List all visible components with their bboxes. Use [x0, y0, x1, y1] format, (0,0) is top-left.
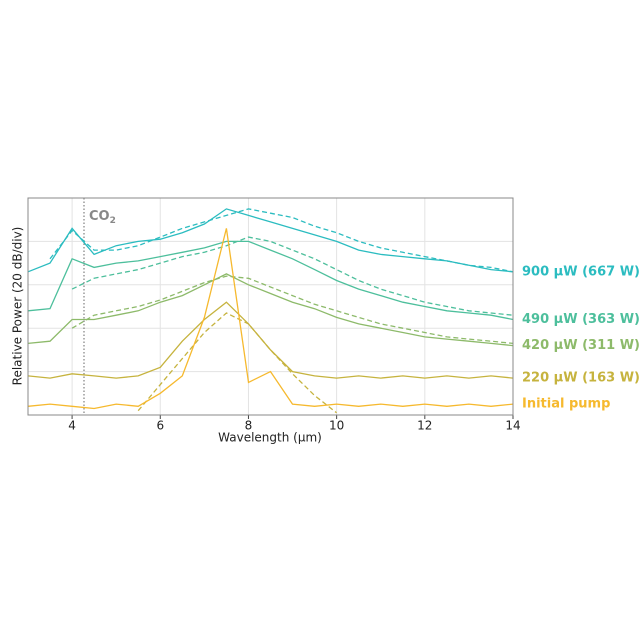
x-tick-label: 4 — [68, 419, 76, 433]
x-tick-label: 10 — [329, 419, 344, 433]
legend-label: 900 μW (667 W) — [522, 264, 640, 279]
legend-label: 420 μW (311 W) — [522, 338, 640, 353]
x-tick-label: 8 — [245, 419, 253, 433]
annotation: CO2 — [89, 209, 116, 226]
series-line — [27, 240, 514, 321]
x-tick-label: 6 — [156, 419, 164, 433]
x-tick-label: 14 — [505, 419, 520, 433]
y-axis-label: Relative Power (20 dB/div) — [11, 227, 25, 386]
annotation-text: CO — [89, 209, 110, 224]
plot-frame — [27, 197, 514, 416]
x-tick-label: 12 — [417, 419, 432, 433]
series-line — [27, 273, 514, 347]
annotation-sub: 2 — [110, 216, 116, 226]
series-line — [27, 208, 514, 273]
fit-line — [71, 275, 514, 345]
legend-label: 220 μW (163 W) — [522, 371, 640, 386]
series-line — [27, 301, 514, 379]
fit-line — [137, 312, 338, 414]
series-line — [27, 228, 514, 410]
x-axis-label: Wavelength (μm) — [218, 431, 322, 445]
fit-line — [49, 208, 514, 273]
legend-label: Initial pump — [522, 397, 610, 412]
legend-label: 490 μW (363 W) — [522, 312, 640, 327]
fit-line — [71, 236, 514, 316]
